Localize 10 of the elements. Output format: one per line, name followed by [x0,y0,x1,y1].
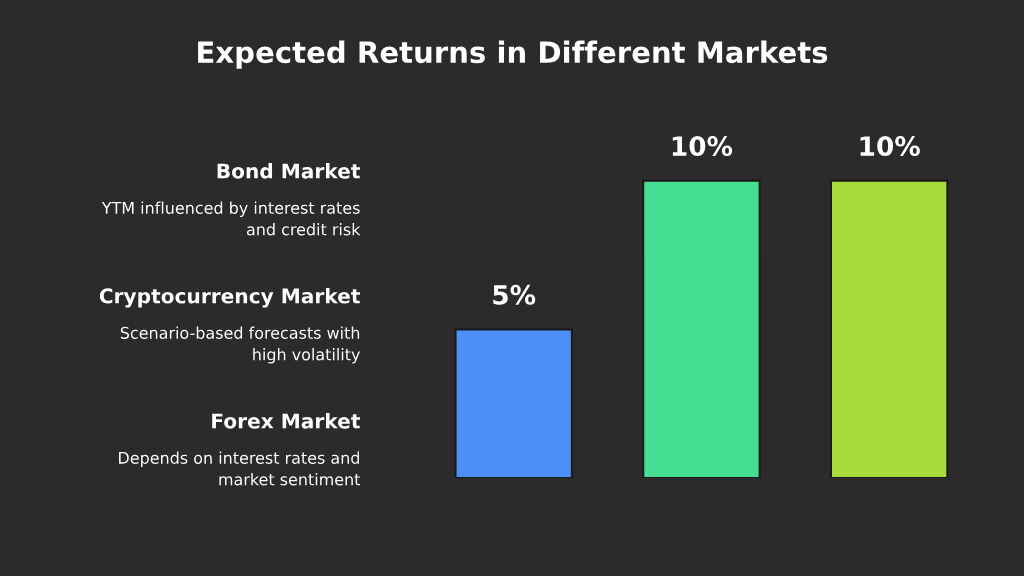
text: Cryptocurrency Market [99,287,360,308]
text: Depends on interest rates and market sentiment [119,451,361,486]
text: Bond Market [217,163,360,179]
data-label: 10% [672,136,733,157]
text: Scenario-based forecasts with high volatility [120,326,360,364]
chart-title: Expected Returns in Different Markets [198,40,828,69]
text: Forex Market [212,413,360,429]
data-label: 10% [860,136,920,157]
data-label: 5% [493,284,536,305]
text: YTM influenced by interest rates and credit risk [101,201,361,236]
